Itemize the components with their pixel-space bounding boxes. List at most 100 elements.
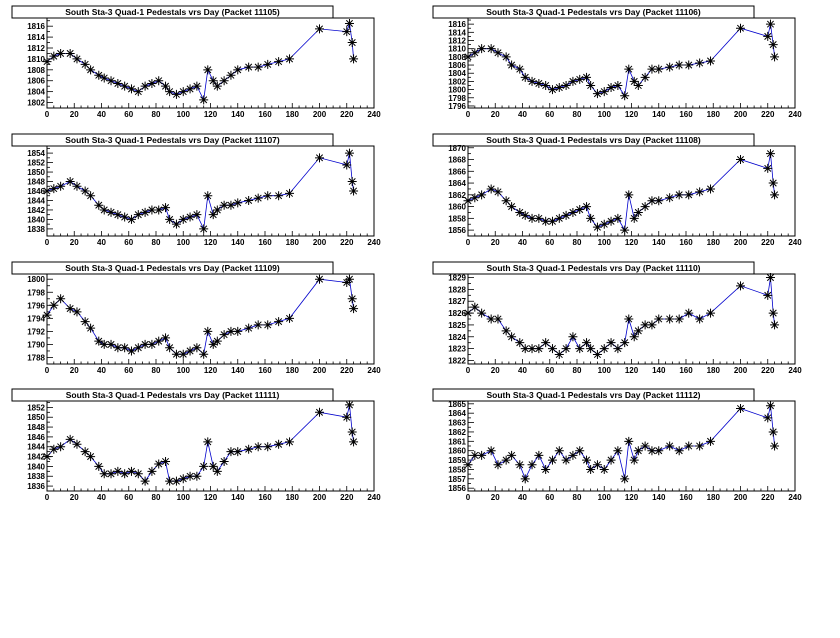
data-point-marker bbox=[599, 87, 609, 97]
y-tick-label: 1852 bbox=[27, 159, 45, 168]
x-tick-label: 160 bbox=[679, 493, 693, 502]
y-tick-label: 1864 bbox=[448, 179, 466, 188]
data-point-marker bbox=[56, 294, 66, 304]
x-tick-label: 240 bbox=[367, 238, 381, 247]
data-point-marker bbox=[86, 65, 96, 75]
data-point-marker bbox=[624, 314, 634, 324]
chart-panel-packet-11105: South Sta-3 Quad-1 Pedestals vrs Day (Pa… bbox=[11, 5, 381, 119]
data-point-marker bbox=[554, 350, 564, 360]
x-tick-label: 140 bbox=[231, 110, 245, 119]
x-tick-label: 120 bbox=[625, 493, 639, 502]
x-tick-label: 40 bbox=[518, 366, 527, 375]
data-point-marker bbox=[624, 436, 634, 446]
y-tick-label: 1856 bbox=[448, 484, 466, 493]
data-point-marker bbox=[212, 466, 222, 476]
chart-marks bbox=[42, 274, 359, 359]
data-point-marker bbox=[568, 450, 578, 460]
data-point-marker bbox=[606, 83, 616, 93]
x-tick-label: 180 bbox=[707, 110, 721, 119]
data-point-marker bbox=[582, 455, 592, 465]
x-tick-label: 40 bbox=[97, 110, 106, 119]
data-point-marker bbox=[665, 62, 675, 72]
x-tick-label: 80 bbox=[573, 238, 582, 247]
data-point-marker bbox=[178, 474, 188, 484]
data-point-marker bbox=[65, 177, 75, 187]
data-point-marker bbox=[477, 190, 487, 200]
data-point-marker bbox=[94, 461, 104, 471]
data-point-marker bbox=[99, 205, 109, 215]
y-tick-label: 1816 bbox=[448, 20, 466, 29]
data-point-marker bbox=[586, 344, 596, 354]
data-point-marker bbox=[463, 196, 473, 206]
y-tick-label: 1810 bbox=[27, 55, 45, 64]
data-point-marker bbox=[463, 460, 473, 470]
data-point-marker bbox=[501, 455, 511, 465]
data-point-marker bbox=[493, 314, 503, 324]
x-tick-label: 160 bbox=[679, 110, 693, 119]
chart-panel-packet-11108: South Sta-3 Quad-1 Pedestals vrs Day (Pa… bbox=[432, 133, 802, 247]
y-tick-label: 1824 bbox=[448, 333, 466, 342]
data-point-marker bbox=[520, 474, 530, 484]
y-tick-label: 1804 bbox=[448, 69, 466, 78]
data-point-marker bbox=[620, 474, 630, 484]
data-point-marker bbox=[592, 460, 602, 470]
data-point-marker bbox=[233, 447, 243, 457]
chart-axes: 0 20 40 60 80 100 120 140 160 180 200 220 2401838184… bbox=[27, 145, 381, 247]
data-point-marker bbox=[620, 225, 630, 235]
x-tick-label: 40 bbox=[97, 238, 106, 247]
y-tick-label: 1804 bbox=[27, 88, 45, 97]
x-tick-label: 0 bbox=[45, 366, 50, 375]
chart-title: South Sta-3 Quad-1 Pedestals vrs Day (Pa… bbox=[65, 7, 280, 17]
data-point-marker bbox=[99, 339, 109, 349]
data-point-marker bbox=[684, 441, 694, 451]
data-point-marker bbox=[253, 193, 263, 203]
x-tick-label: 200 bbox=[313, 493, 327, 502]
x-tick-label: 0 bbox=[45, 238, 50, 247]
x-tick-label: 20 bbox=[491, 110, 500, 119]
data-point-marker bbox=[106, 339, 116, 349]
data-point-marker bbox=[515, 64, 525, 74]
data-point-marker bbox=[770, 320, 780, 330]
data-point-marker bbox=[347, 177, 357, 187]
data-point-marker bbox=[586, 81, 596, 90]
data-point-marker bbox=[219, 200, 229, 210]
data-point-marker bbox=[94, 200, 104, 210]
data-point-marker bbox=[674, 60, 684, 70]
y-tick-label: 1840 bbox=[27, 215, 45, 224]
data-point-marker bbox=[315, 153, 324, 163]
data-point-marker bbox=[613, 213, 623, 223]
x-tick-label: 140 bbox=[652, 238, 666, 247]
y-tick-label: 1846 bbox=[27, 187, 45, 196]
chart-axes: 0 20 40 60 80 100 120 140 160 180 200 220 240 1856 185… bbox=[448, 144, 802, 247]
x-tick-label: 160 bbox=[258, 366, 272, 375]
data-point-marker bbox=[147, 466, 157, 476]
data-point-marker bbox=[640, 320, 650, 330]
y-tick-label: 1846 bbox=[27, 433, 45, 442]
data-point-marker bbox=[342, 160, 352, 170]
data-point-marker bbox=[520, 72, 530, 82]
y-tick-label: 1812 bbox=[448, 37, 466, 46]
y-tick-label: 1842 bbox=[27, 453, 45, 462]
chart-marks bbox=[42, 148, 359, 234]
x-tick-label: 160 bbox=[679, 366, 693, 375]
y-tick-label: 1800 bbox=[27, 275, 45, 284]
data-point-marker bbox=[520, 344, 530, 354]
y-tick-label: 1808 bbox=[448, 53, 466, 62]
data-point-marker bbox=[695, 187, 705, 197]
data-point-marker bbox=[654, 196, 664, 206]
data-point-marker bbox=[586, 213, 596, 223]
x-tick-label: 140 bbox=[231, 238, 245, 247]
data-point-marker bbox=[527, 213, 537, 223]
x-tick-label: 220 bbox=[340, 366, 354, 375]
x-tick-label: 140 bbox=[231, 366, 245, 375]
data-point-marker bbox=[208, 461, 218, 471]
data-point-marker bbox=[515, 338, 525, 348]
data-point-marker bbox=[208, 339, 218, 349]
data-point-marker bbox=[106, 207, 116, 217]
x-tick-label: 20 bbox=[70, 110, 79, 119]
x-tick-label: 100 bbox=[177, 366, 191, 375]
data-point-marker bbox=[199, 95, 209, 105]
data-point-marker bbox=[126, 84, 136, 94]
data-point-marker bbox=[592, 222, 602, 232]
data-point-marker bbox=[633, 81, 643, 90]
